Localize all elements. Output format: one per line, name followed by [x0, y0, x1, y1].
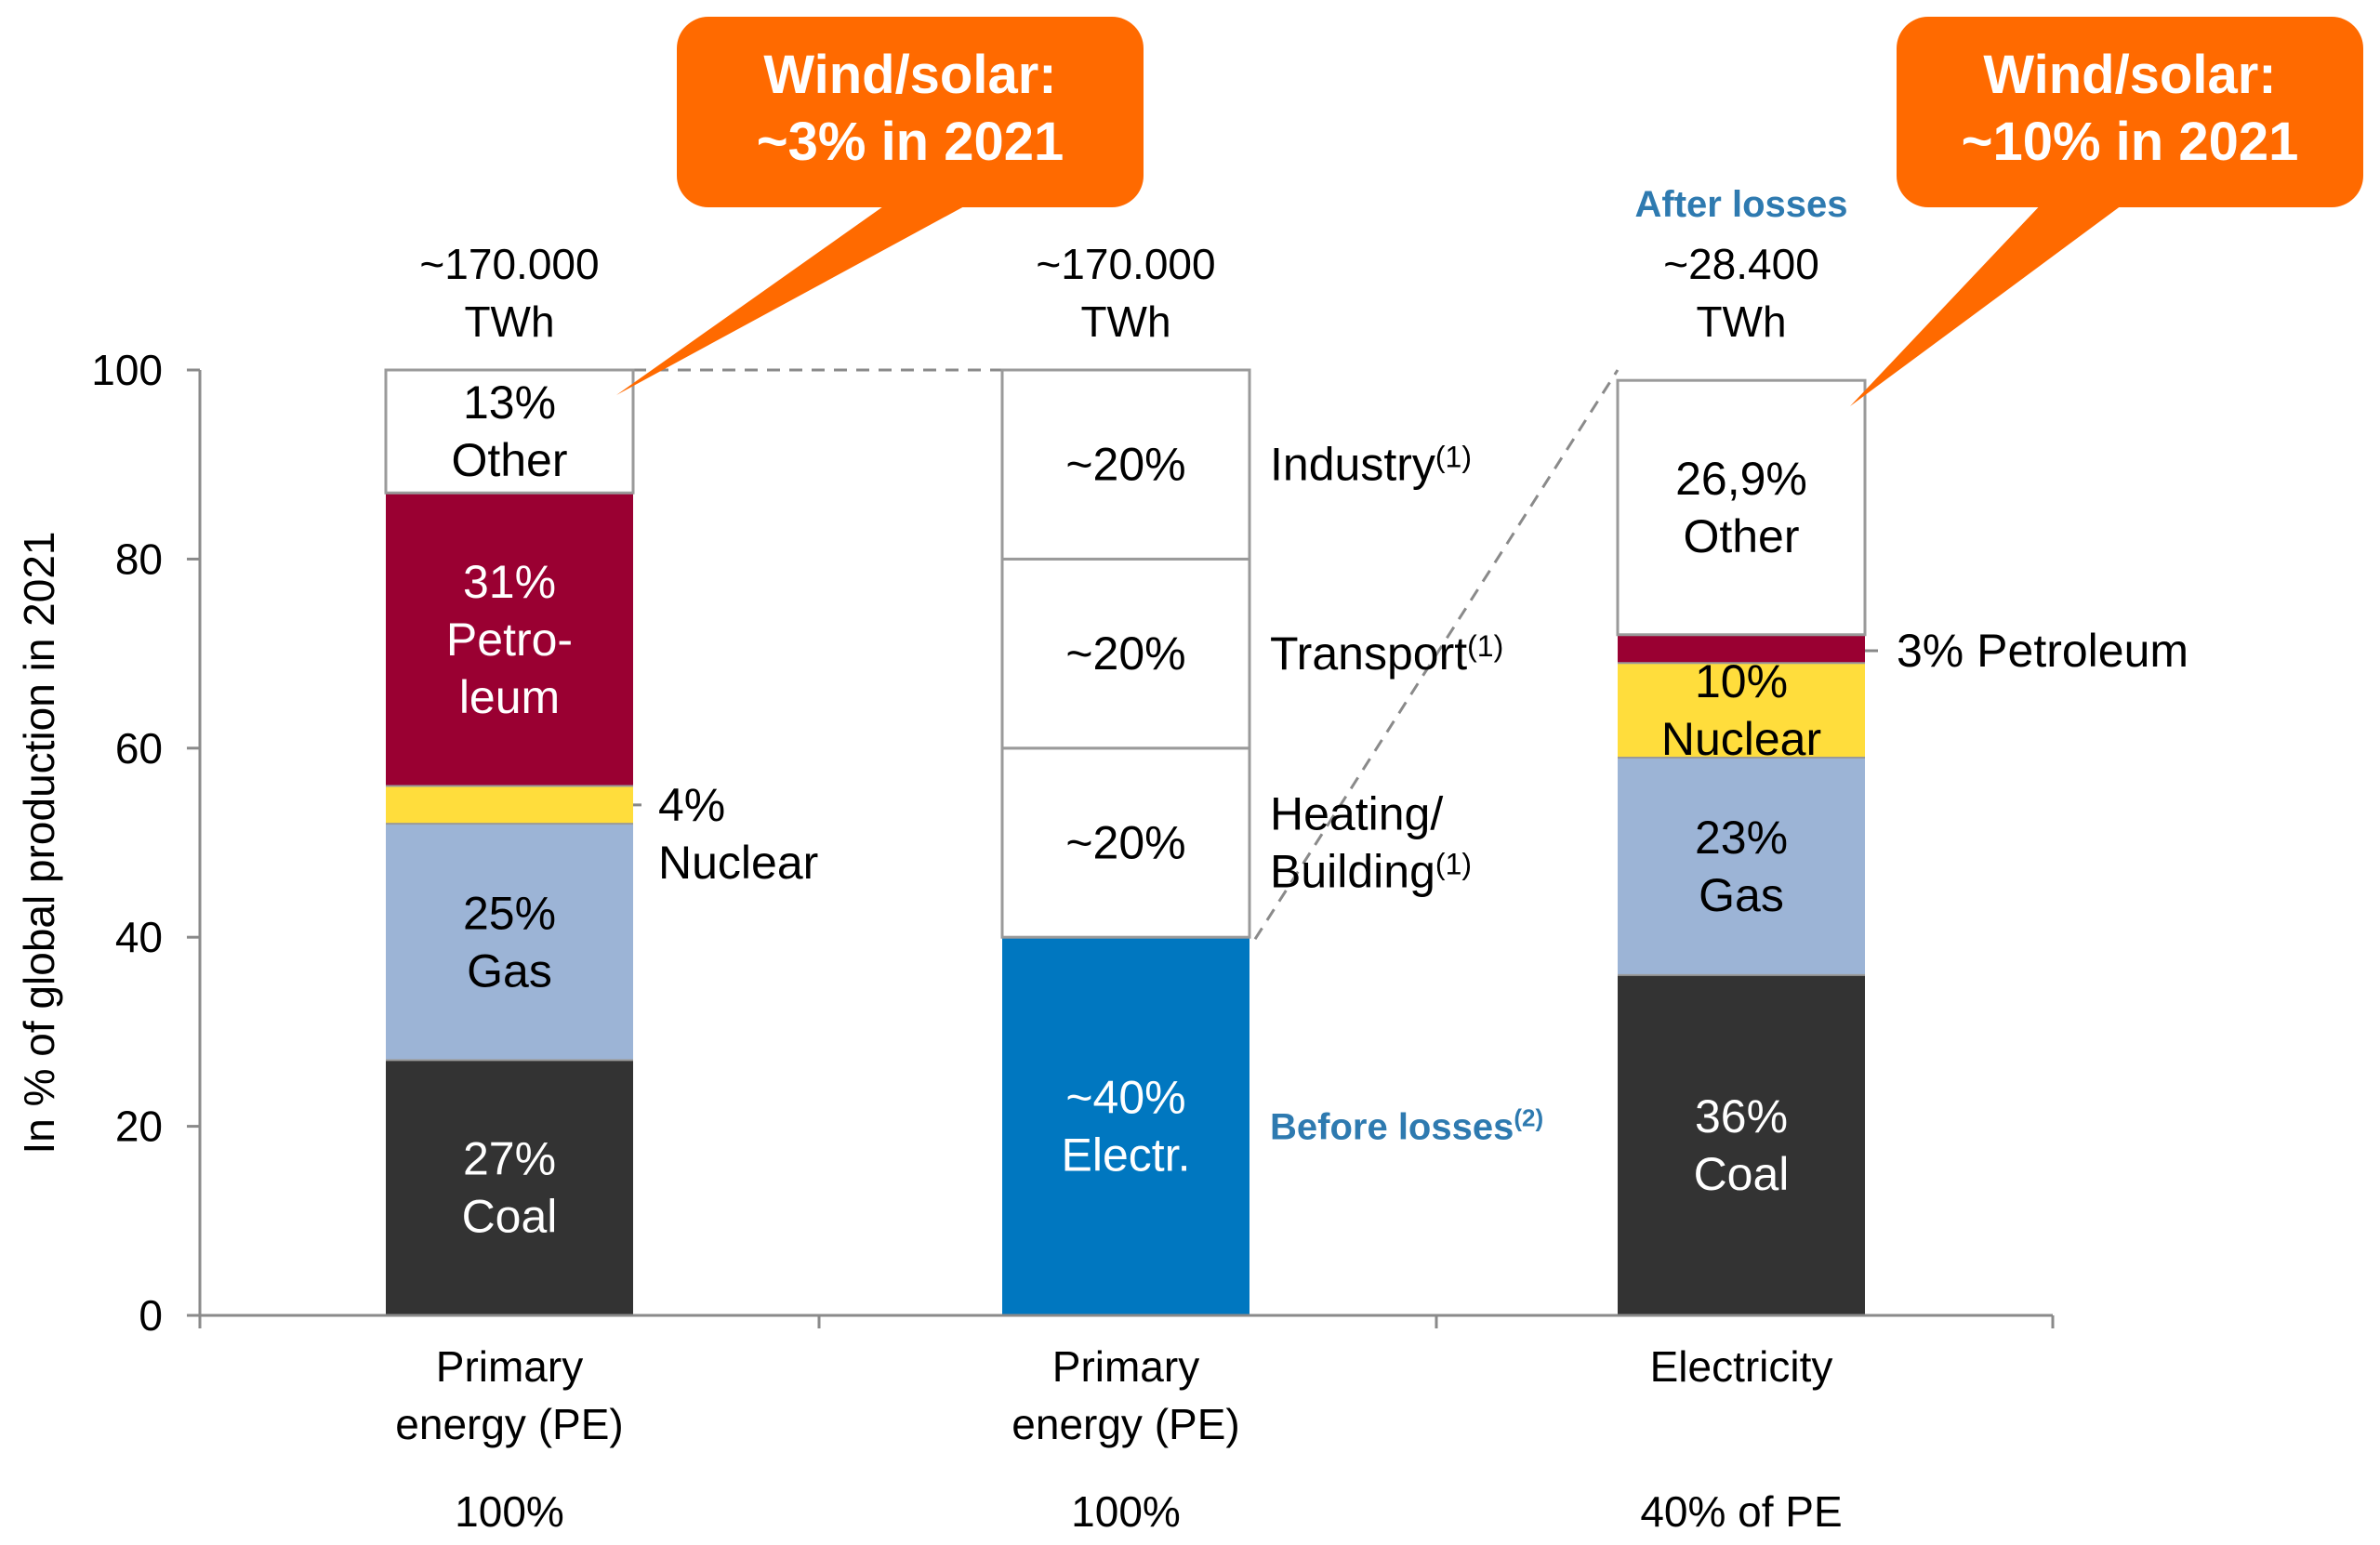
bar-3-petroleum-segment: [1618, 634, 1865, 664]
bar-2-heating-building-label-line-1: ~20%: [1065, 817, 1185, 869]
bar-3-gas-label-line-1: 23%: [1695, 812, 1788, 864]
industry-side-label: Industry(1): [1270, 439, 1472, 491]
bar-1-gas-label-line-2: Gas: [467, 944, 552, 997]
bar-2-transport-segment: [1000, 557, 1251, 750]
bar-total-2-line-1: ~170.000: [1036, 240, 1215, 288]
bar-3-nuclear-segment: [1618, 663, 1865, 758]
callout-box: [1897, 17, 2363, 207]
after-losses-label: After losses: [1635, 184, 1848, 225]
bar-3-nuclear-label-line-1: 10%: [1695, 655, 1788, 707]
bar-2-transport-label-line-1: ~20%: [1065, 627, 1185, 680]
bar-total-3-line-2: TWh: [1696, 297, 1786, 346]
bar-segments: [384, 368, 1867, 1315]
x-category-label-1-line-2: energy (PE): [395, 1400, 623, 1448]
bar-3-other-label-line-2: Other: [1683, 510, 1799, 562]
bar-3-gas-segment: [1618, 757, 1865, 975]
x-category-label-2-line-1: Primary: [1052, 1342, 1199, 1391]
bar-3-gas-label-line-2: Gas: [1699, 869, 1784, 921]
dashed-connector-diagonal: [1253, 369, 1620, 941]
bar-1-petroleum-label-line-1: 31%: [463, 556, 556, 608]
bar-3-other-label-line-1: 26,9%: [1675, 453, 1807, 505]
x-category-label-2-line-2: energy (PE): [1012, 1400, 1239, 1448]
callouts: Wind/solar: ~3% in 2021 Wind/solar: ~10% in…: [616, 17, 2363, 406]
heating-side-label-line-1: Heating/: [1270, 788, 1443, 840]
bar-1-other-label-line-2: Other: [451, 434, 567, 486]
bar-1-other-segment: [384, 368, 635, 495]
x-category-share-1: 100%: [455, 1487, 564, 1536]
wind-solar-callout-2: Wind/solar: ~10% in 2021: [1850, 17, 2363, 406]
x-category-share-2: 100%: [1071, 1487, 1181, 1536]
x-category-share-3: 40% of PE: [1640, 1487, 1842, 1536]
bar-3-coal-segment: [1618, 974, 1865, 1315]
bar-2-industry-label-line-1: ~20%: [1065, 439, 1185, 491]
bar-1-petroleum-label-line-2: Petro-: [446, 614, 573, 666]
bar-total-1-line-1: ~170.000: [419, 240, 599, 288]
bar-1-gas-label-line-1: 25%: [463, 887, 556, 939]
bar-1-nuclear-segment: [386, 786, 633, 825]
axes: 0 20 40 60 80 100 In % of global production in…: [15, 346, 2055, 1536]
bar-1-other-label-line-1: 13%: [463, 376, 556, 429]
bar-3-coal-label-line-1: 36%: [1695, 1090, 1788, 1142]
before-losses-label: Before losses(2): [1270, 1104, 1543, 1148]
bar-2-industry-segment: [1000, 368, 1251, 561]
nuclear-side-label-line-1: 4%: [658, 779, 725, 831]
petroleum-side-label: 3% Petroleum: [1897, 625, 2188, 677]
callout-text-line-1: Wind/solar:: [763, 45, 1056, 105]
bar-3-other-segment: [1616, 378, 1867, 637]
bar-1-coal-segment: [386, 1060, 633, 1315]
y-tick-label: 60: [115, 724, 163, 772]
callout-pointer: [1850, 200, 2129, 406]
x-category-label-1-line-1: Primary: [436, 1342, 583, 1391]
callout-text-line-1: Wind/solar:: [1983, 45, 2276, 105]
nuclear-side-label-line-2: Nuclear: [658, 837, 818, 889]
bar-2-electr-label-line-1: ~40%: [1065, 1072, 1185, 1124]
wind-solar-callout-1: Wind/solar: ~3% in 2021: [616, 17, 1144, 395]
bar-total-1-line-2: TWh: [464, 297, 554, 346]
y-tick-label: 0: [139, 1291, 163, 1340]
transport-side-label: Transport(1): [1270, 627, 1503, 680]
y-tick-label: 20: [115, 1103, 163, 1151]
bar-2-heating-building-segment: [1000, 746, 1251, 939]
callout-box: [677, 17, 1144, 207]
callout-text-line-2: ~3% in 2021: [757, 112, 1064, 172]
callout-text-line-2: ~10% in 2021: [1962, 112, 2299, 172]
y-tick-label: 40: [115, 913, 163, 961]
bar-3-nuclear-label-line-2: Nuclear: [1661, 713, 1821, 765]
bar-1-petroleum-segment: [386, 493, 633, 786]
labels: 27%Coal25%Gas31%Petro-leum13%Other~40%El…: [419, 184, 2188, 1243]
y-axis-title: In % of global production in 2021: [15, 531, 63, 1154]
bar-1-coal-label-line-1: 27%: [463, 1133, 556, 1185]
y-tick-label: 100: [91, 346, 163, 394]
bar-1-coal-label-line-2: Coal: [462, 1191, 558, 1243]
x-category-label-3-line-1: Electricity: [1650, 1342, 1833, 1391]
heating-side-label-line-2: Building(1): [1270, 846, 1472, 898]
bar-2-electr-label-line-2: Electr.: [1062, 1129, 1191, 1182]
bar-total-2-line-2: TWh: [1080, 297, 1170, 346]
bar-1-gas-segment: [386, 824, 633, 1061]
bar-2-electr-segment: [1002, 937, 1250, 1315]
bar-3-coal-label-line-2: Coal: [1694, 1148, 1790, 1200]
callout-pointer: [616, 200, 976, 395]
bar-total-3-line-1: ~28.400: [1663, 240, 1819, 288]
y-tick-label: 80: [115, 535, 163, 583]
bar-1-petroleum-label-line-3: leum: [459, 671, 560, 723]
